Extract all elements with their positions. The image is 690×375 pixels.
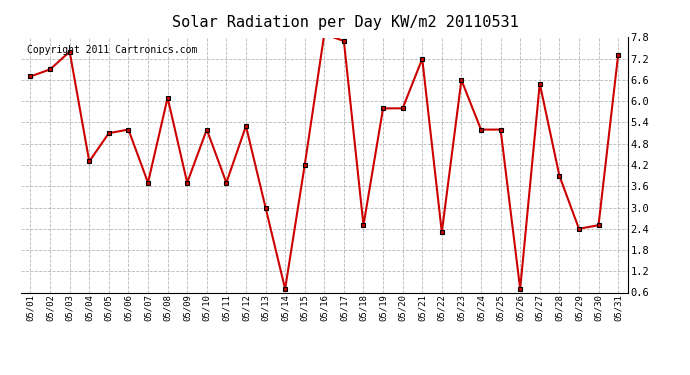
Text: Copyright 2011 Cartronics.com: Copyright 2011 Cartronics.com bbox=[27, 45, 197, 55]
Text: Solar Radiation per Day KW/m2 20110531: Solar Radiation per Day KW/m2 20110531 bbox=[172, 15, 518, 30]
